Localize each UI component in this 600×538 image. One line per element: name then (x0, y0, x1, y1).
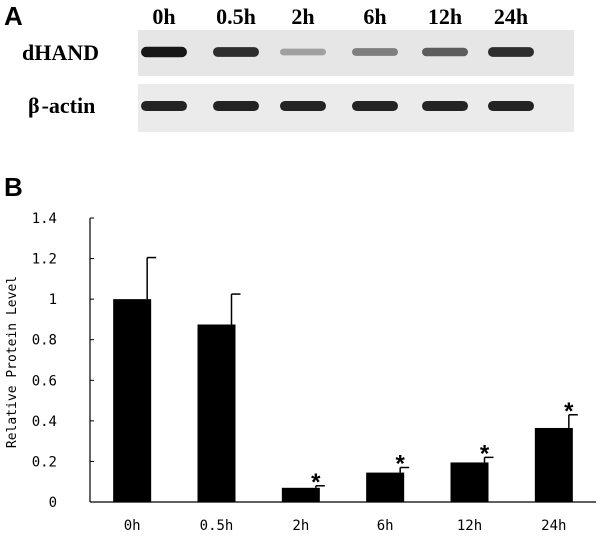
bar (366, 472, 405, 502)
western-blot (138, 30, 574, 132)
lane-label: 12h (428, 4, 462, 29)
panel-a-letter: A (4, 1, 23, 31)
blot-band (422, 47, 468, 57)
significance-star: * (395, 451, 405, 478)
bar (197, 324, 236, 502)
y-tick-label: 0 (49, 495, 57, 511)
blot-band (141, 100, 187, 112)
blot-label-actin: β-actin (28, 93, 95, 118)
x-tick-label: 6h (377, 518, 394, 534)
significance-star: * (564, 398, 574, 425)
beta-symbol: β (28, 93, 40, 118)
bar (534, 427, 573, 502)
blot-band (488, 100, 534, 112)
significance-star: * (480, 440, 490, 467)
y-tick-label: 1.2 (32, 252, 57, 268)
y-tick-label: 0.2 (32, 454, 57, 470)
significance-star: * (311, 469, 321, 496)
lane-label: 2h (291, 4, 314, 29)
bar (450, 462, 489, 502)
lane-label: 0.5h (216, 4, 256, 29)
x-tick-label: 0h (124, 518, 141, 534)
y-tick-label: 1 (49, 292, 57, 308)
bar (281, 487, 320, 502)
blot-band (213, 100, 259, 112)
y-tick-label: 0.8 (32, 333, 57, 349)
blot-band (422, 100, 468, 112)
blot-label-dhand: dHAND (22, 40, 99, 65)
lane-label: 24h (494, 4, 528, 29)
y-tick-label: 0.4 (32, 414, 57, 430)
blot-band (213, 47, 259, 57)
x-tick-label: 24h (541, 518, 566, 534)
x-tick-label: 0.5h (200, 518, 234, 534)
lane-labels: 0h 0.5h 2h 6h 12h 24h (152, 4, 528, 29)
y-tick-label: 1.4 (32, 211, 57, 227)
blot-band (488, 47, 534, 57)
lane-label: 0h (152, 4, 175, 29)
lane-label: 6h (363, 4, 386, 29)
blot-band (352, 100, 398, 112)
panel-b-letter: B (4, 172, 23, 202)
blot-band (280, 48, 326, 56)
bar (113, 299, 152, 502)
y-axis-label: Relative Protein Level (5, 276, 20, 448)
y-tick-label: 0.6 (32, 373, 57, 389)
actin-label-text: -actin (42, 93, 96, 118)
blot-band (280, 100, 326, 112)
blot-band (352, 48, 398, 56)
x-tick-label: 12h (457, 518, 482, 534)
bar-chart: 0 0.2 0.4 0.6 0.8 1 1.2 1.4 0h 0.5h * 2h * 6h * 12h * 24h (32, 211, 596, 534)
blot-band (141, 46, 187, 58)
x-tick-label: 2h (292, 518, 309, 534)
blot-bands (141, 46, 534, 112)
